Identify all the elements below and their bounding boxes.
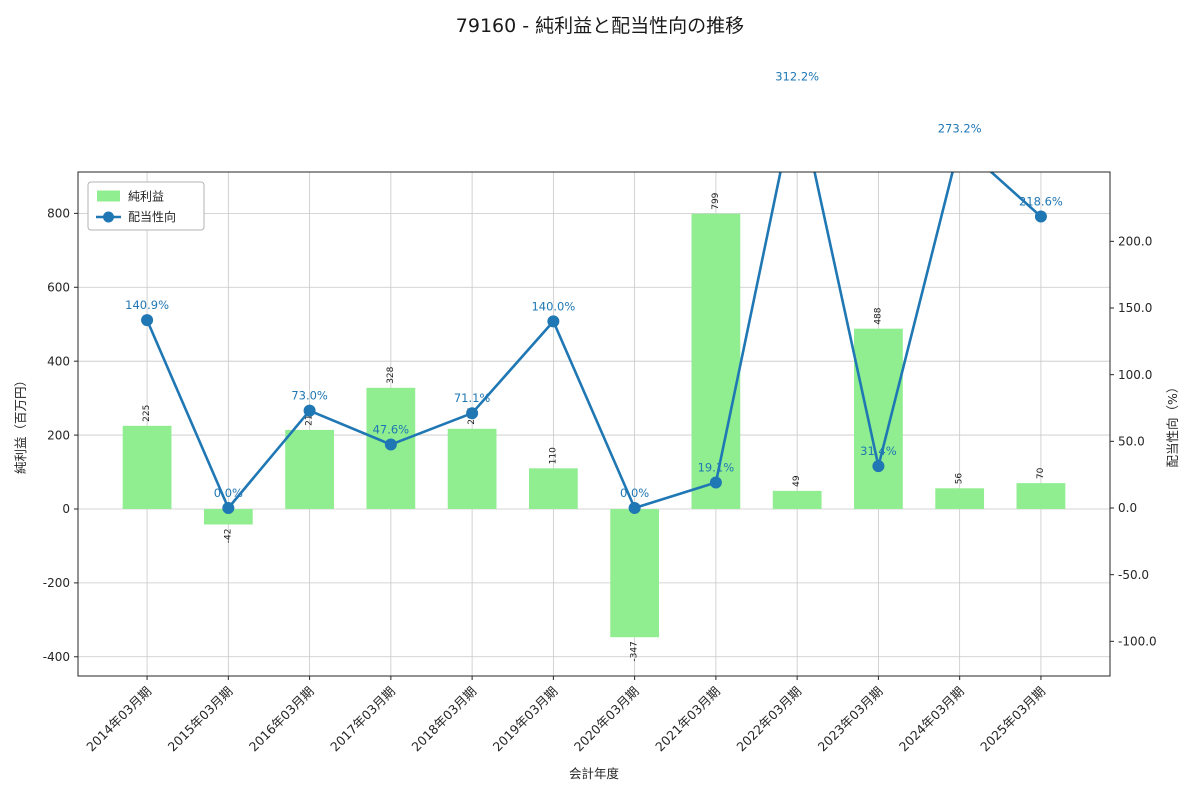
payout-point — [547, 315, 560, 328]
payout-point — [791, 86, 803, 98]
payout-point — [303, 404, 316, 417]
payout-point — [628, 502, 641, 514]
chart-title: 79160 - 純利益と配当性向の推移 — [455, 15, 745, 37]
left-tick-label: 800 — [47, 207, 70, 221]
x-tick-label: 2021年03月期 — [652, 684, 723, 755]
payout-value-label: 273.2% — [938, 122, 982, 136]
legend-marker-icon — [103, 211, 114, 223]
payout-value-label: 140.0% — [531, 299, 575, 313]
bar-value-label: -347 — [630, 641, 640, 661]
net-income-bar — [528, 468, 578, 509]
x-axis-title: 会計年度 — [569, 766, 620, 781]
bar-value-label: 56 — [955, 473, 965, 485]
right-tick-label: 150.0 — [1118, 301, 1152, 315]
payout-point — [466, 407, 479, 420]
net-income-bar — [610, 508, 660, 638]
bar-value-label: 214 — [305, 408, 315, 425]
left-tick-label: 0 — [62, 502, 70, 516]
payout-value-label: 0.0% — [214, 486, 243, 500]
x-tick-label: 2023年03月期 — [815, 684, 886, 755]
payout-line-group — [141, 86, 1047, 514]
bar-value-label: 110 — [548, 447, 558, 464]
right-tick-label: 100.0 — [1118, 368, 1152, 382]
payout-value-label: 31.4% — [860, 444, 897, 458]
payout-ratio-path — [145, 172, 1042, 510]
left-tick-label: -400 — [43, 650, 70, 664]
net-income-bar — [854, 328, 903, 509]
left-tick-label: 200 — [47, 428, 70, 442]
right-tick-label: 0.0 — [1118, 501, 1137, 515]
data-labels: 140.9% 0.0% 73.0% 47.6% 71.1% 140.0% 0.0% 19.1%… — [125, 70, 1063, 500]
payout-value-label: 71.1% — [454, 391, 491, 405]
tick-labels: -400 -200 0 200 400 600 800 -100.0 -50.0 0.0 50.0 1… — [43, 207, 1157, 755]
bar-value-label: 799 — [711, 192, 721, 209]
bar-value-label: 70 — [1036, 467, 1046, 479]
legend-label-net-income: 純利益 — [128, 190, 164, 204]
right-tick-label: -50.0 — [1118, 568, 1149, 582]
right-tick-label: 200.0 — [1118, 235, 1152, 249]
axes-frame — [74, 171, 1114, 680]
payout-value-label: 73.0% — [291, 389, 328, 403]
net-income-bar — [935, 488, 985, 509]
net-income-bar — [203, 508, 253, 525]
payout-value-label: 0.0% — [620, 486, 649, 500]
x-tick-label: 2014年03月期 — [83, 684, 154, 755]
x-tick-label: 2020年03月期 — [571, 684, 642, 755]
payout-point — [141, 314, 154, 327]
right-y-axis-title: 配当性向（%） — [1165, 381, 1180, 468]
net-income-bar — [691, 213, 741, 509]
gridlines — [78, 172, 1110, 676]
legend-label-payout: 配当性向 — [128, 209, 176, 224]
bar-value-label: -42 — [223, 529, 233, 544]
payout-value-label: 312.2% — [775, 70, 819, 84]
x-tick-label: 2016年03月期 — [246, 684, 317, 755]
bar-value-label: 328 — [386, 366, 396, 383]
net-income-bar — [122, 425, 172, 509]
payout-point — [222, 502, 235, 514]
x-tick-label: 2024年03月期 — [896, 684, 967, 755]
left-tick-label: 600 — [47, 280, 70, 294]
left-y-axis-title: 純利益（百万円） — [13, 374, 28, 474]
payout-point — [872, 460, 885, 473]
payout-point — [1034, 210, 1047, 223]
payout-ratio-line-series — [141, 86, 1047, 514]
net-income-bar — [447, 428, 497, 509]
x-tick-label: 2019年03月期 — [490, 684, 561, 755]
x-tick-label: 2022年03月期 — [733, 684, 804, 755]
payout-point — [384, 438, 397, 451]
left-tick-label: 400 — [47, 354, 70, 368]
bar-value-label: 49 — [792, 475, 802, 487]
payout-value-label: 140.9% — [125, 298, 169, 312]
net-income-bar — [285, 429, 334, 509]
payout-value-label: 19.1% — [698, 461, 735, 475]
legend-bar-swatch — [97, 190, 120, 202]
right-tick-label: 50.0 — [1118, 435, 1145, 449]
x-tick-label: 2015年03月期 — [165, 684, 236, 755]
x-tick-label: 2025年03月期 — [977, 684, 1048, 755]
net-income-bar — [772, 490, 822, 509]
payout-point — [709, 476, 722, 489]
plot-border — [77, 171, 1111, 677]
x-tick-label: 2017年03月期 — [327, 684, 398, 755]
left-tick-label: -200 — [43, 576, 70, 590]
payout-value-label: 218.6% — [1019, 195, 1063, 209]
payout-point — [954, 138, 966, 150]
bar-value-label: 225 — [142, 405, 152, 422]
net-income-bar — [1016, 483, 1066, 509]
right-tick-label: -100.0 — [1118, 635, 1157, 649]
bar-value-label: 488 — [873, 307, 883, 324]
payout-value-label: 47.6% — [373, 423, 410, 437]
x-tick-label: 2018年03月期 — [408, 684, 479, 755]
